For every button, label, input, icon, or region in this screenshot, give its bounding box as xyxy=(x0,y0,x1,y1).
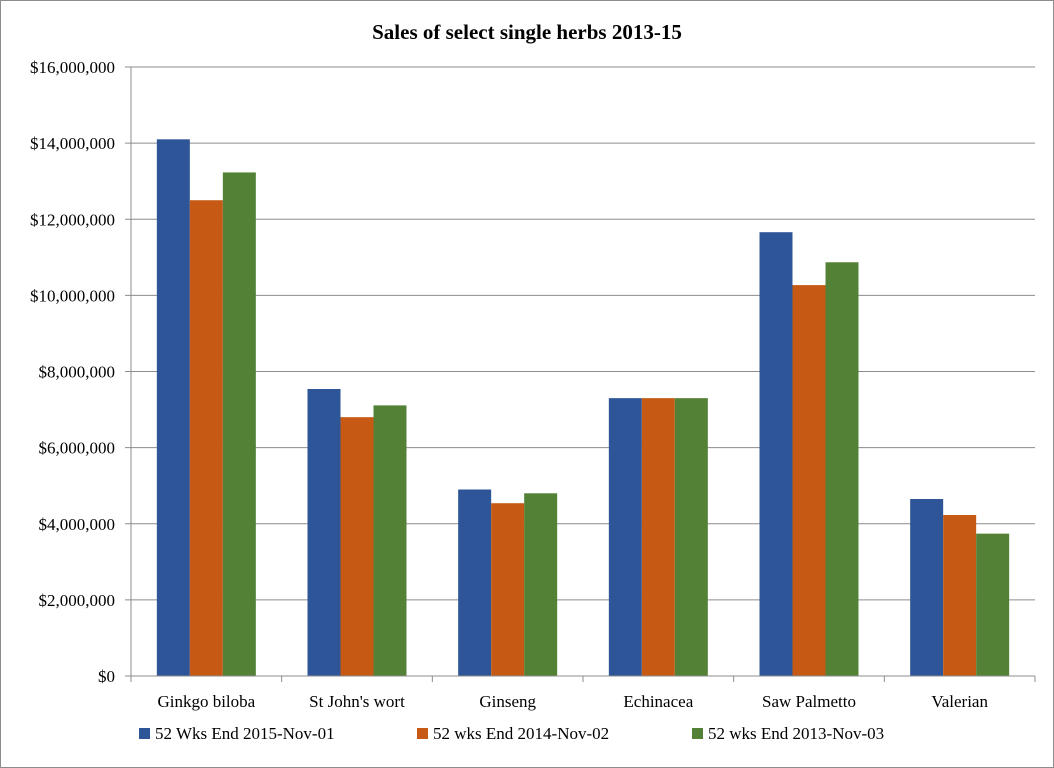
y-tick-label: $16,000,000 xyxy=(30,58,115,77)
chart-title: Sales of select single herbs 2013-15 xyxy=(372,20,682,44)
gridlines xyxy=(131,66,1035,601)
bar xyxy=(825,262,859,676)
legend: 52 Wks End 2015-Nov-01 52 wks End 2014-No… xyxy=(139,724,884,743)
bar xyxy=(189,200,223,676)
y-tick-label: $2,000,000 xyxy=(39,591,116,610)
y-tick-label: $4,000,000 xyxy=(39,515,116,534)
y-tick-label: $6,000,000 xyxy=(39,439,116,458)
bar xyxy=(608,398,642,676)
bar xyxy=(674,398,708,676)
legend-label: 52 wks End 2014-Nov-02 xyxy=(433,724,609,743)
bar xyxy=(524,493,558,676)
y-tick-label: $0 xyxy=(98,667,115,686)
x-tick-label: St John's wort xyxy=(309,692,405,711)
bars xyxy=(156,139,1010,677)
bar xyxy=(373,405,407,676)
x-tick-label: Ginkgo biloba xyxy=(157,692,255,711)
x-tick-label: Valerian xyxy=(931,692,988,711)
bar xyxy=(792,285,826,676)
x-tick-label: Echinacea xyxy=(623,692,693,711)
legend-label: 52 wks End 2013-Nov-03 xyxy=(708,724,884,743)
bar xyxy=(910,499,944,676)
bar xyxy=(491,503,525,676)
bar xyxy=(307,389,341,676)
bar xyxy=(340,417,374,676)
bar xyxy=(222,172,256,677)
y-tick-label: $8,000,000 xyxy=(39,363,116,382)
legend-swatch xyxy=(692,728,703,739)
legend-label: 52 Wks End 2015-Nov-01 xyxy=(155,724,335,743)
legend-swatch xyxy=(139,728,150,739)
bar xyxy=(156,139,190,677)
y-axis-ticks: $0 $2,000,000 $4,000,000 $6,000,000 $8,000,0… xyxy=(30,58,131,686)
legend-swatch xyxy=(417,728,428,739)
y-tick-label: $10,000,000 xyxy=(30,286,115,305)
y-tick-label: $14,000,000 xyxy=(30,134,115,153)
bar xyxy=(641,398,675,676)
x-tick-label: Ginseng xyxy=(479,692,536,711)
y-tick-label: $12,000,000 xyxy=(30,210,115,229)
bar xyxy=(458,489,492,676)
x-axis-ticks: Ginkgo biloba St John's wort Ginseng Echina… xyxy=(130,676,1036,711)
bar xyxy=(976,533,1010,676)
bar xyxy=(759,232,793,676)
x-tick-label: Saw Palmetto xyxy=(762,692,856,711)
bar xyxy=(943,514,977,676)
